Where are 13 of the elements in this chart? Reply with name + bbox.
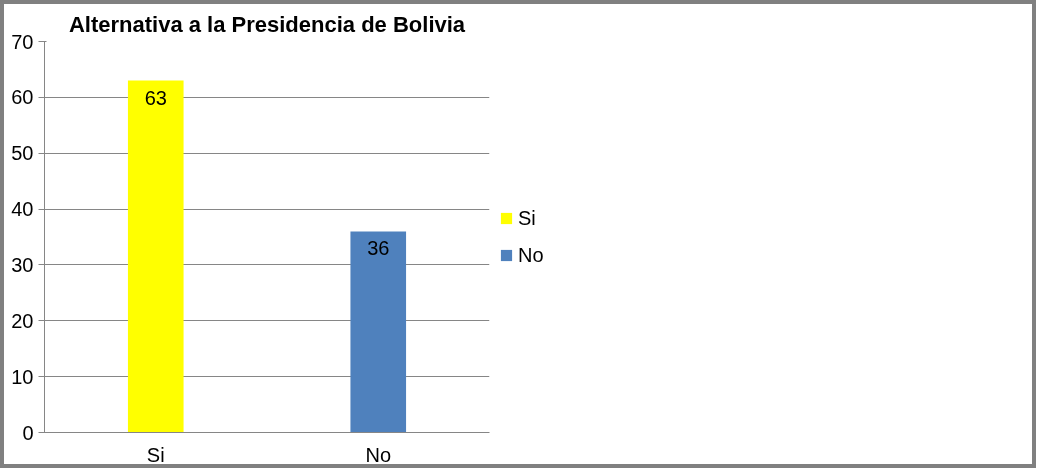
y-tick-label: 40	[11, 198, 34, 221]
y-tick-label: 70	[11, 30, 34, 53]
y-tick-label: 20	[11, 309, 34, 332]
y-tick-label: 50	[11, 142, 34, 165]
y-tick-label: 30	[11, 253, 34, 276]
y-tick-label: 60	[11, 86, 34, 109]
data-label: 36	[367, 237, 390, 260]
y-tick-label: 10	[11, 365, 34, 388]
legend-label: Si	[518, 206, 537, 230]
data-label: 63	[144, 86, 167, 109]
chart-title: Alternativa a la Presidencia de Bolivia	[68, 11, 466, 37]
legend-label: No	[518, 243, 544, 267]
y-tick-label: 0	[22, 421, 34, 444]
